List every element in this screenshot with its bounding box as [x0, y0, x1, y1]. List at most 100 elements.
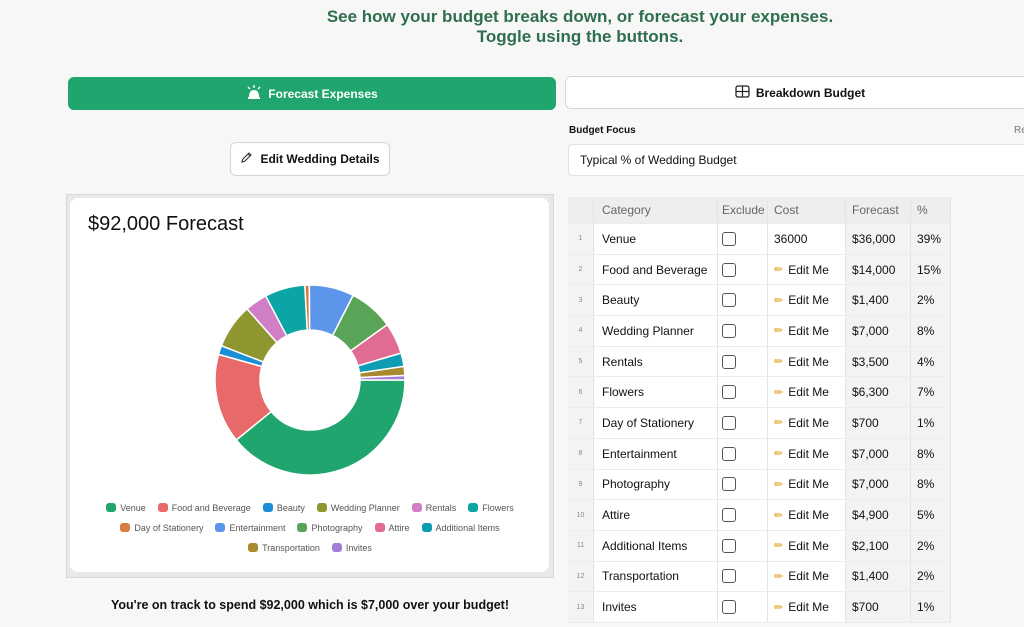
legend-item[interactable]: Entertainment: [215, 522, 285, 533]
legend-item[interactable]: Food and Beverage: [157, 502, 251, 513]
table-header-row: Category Exclude Cost Forecast %: [568, 197, 951, 224]
header-exclude: Exclude: [718, 197, 768, 223]
exclude-checkbox[interactable]: [722, 262, 736, 277]
exclude-checkbox[interactable]: [722, 508, 736, 523]
cost-cell[interactable]: ✏ Edit Me: [768, 285, 846, 316]
legend-swatch: [316, 503, 327, 512]
cost-cell[interactable]: ✏ Edit Me: [768, 530, 846, 561]
cost-cell[interactable]: ✏ Edit Me: [768, 254, 846, 285]
table-row: 3 Beauty ✏ Edit Me $1,400 2%: [568, 285, 951, 317]
row-index: 2: [568, 254, 594, 285]
cost-cell[interactable]: ✏ Edit Me: [768, 500, 846, 530]
cost-cell[interactable]: ✏ Edit Me: [768, 561, 846, 592]
row-index: 13: [568, 592, 594, 622]
category-cell: Additional Items: [594, 530, 718, 561]
legend-item[interactable]: Rentals: [411, 502, 456, 513]
legend-item[interactable]: Photography: [297, 522, 363, 533]
cost-cell[interactable]: ✏ Edit Me: [768, 408, 846, 438]
legend-item[interactable]: Attire: [374, 522, 410, 533]
percent-cell: 2%: [911, 530, 951, 561]
cost-cell[interactable]: ✏ Edit Me: [768, 438, 846, 469]
header-category: Category: [594, 197, 718, 223]
percent-cell: 1%: [911, 592, 951, 622]
budget-status-message: You're on track to spend $92,000 which i…: [110, 598, 509, 612]
exclude-checkbox[interactable]: [722, 385, 736, 400]
legend-swatch: [262, 503, 273, 512]
exclude-checkbox[interactable]: [722, 323, 736, 338]
pencil-icon: ✏: [774, 540, 784, 553]
budget-focus-value: Typical % of Wedding Budget: [580, 153, 737, 167]
exclude-checkbox[interactable]: [722, 415, 736, 430]
header-index: [568, 197, 594, 223]
forecast-expenses-label: Forecast Expenses: [268, 86, 378, 101]
forecast-card: $92,000 Forecast Venue Food and Beverage B…: [70, 198, 549, 572]
legend-item[interactable]: Beauty: [262, 502, 305, 513]
exclude-cell: [718, 530, 768, 561]
forecast-cell: $4,900: [846, 500, 911, 530]
category-cell: Venue: [594, 224, 718, 254]
legend-swatch: [248, 543, 259, 552]
row-index: 4: [568, 316, 594, 346]
legend-item[interactable]: Venue: [106, 502, 146, 513]
table-row: 6 Flowers ✏ Edit Me $6,300 7%: [568, 377, 951, 409]
cost-cell[interactable]: 36000: [768, 224, 846, 254]
legend-item[interactable]: Transportation: [248, 542, 320, 553]
row-index: 11: [568, 530, 594, 561]
budget-focus-select[interactable]: Typical % of Wedding Budget: [568, 144, 1024, 176]
legend-label: Food and Beverage: [171, 502, 251, 513]
percent-cell: 2%: [911, 561, 951, 592]
exclude-checkbox[interactable]: [722, 446, 736, 461]
forecast-cell: $7,000: [846, 316, 911, 346]
percent-cell: 39%: [911, 224, 951, 254]
forecast-cell: $7,000: [846, 469, 911, 500]
cost-cell[interactable]: ✏ Edit Me: [768, 377, 846, 408]
forecast-expenses-button[interactable]: Forecast Expenses: [68, 77, 556, 110]
table-row: 5 Rentals ✏ Edit Me $3,500 4%: [568, 346, 951, 378]
legend-item[interactable]: Additional Items: [421, 522, 500, 533]
exclude-cell: [718, 592, 768, 622]
row-index: 7: [568, 408, 594, 438]
percent-cell: 2%: [911, 285, 951, 316]
exclude-checkbox[interactable]: [722, 477, 736, 492]
exclude-checkbox[interactable]: [722, 231, 736, 246]
table-row: 7 Day of Stationery ✏ Edit Me $700 1%: [568, 408, 951, 439]
legend-item[interactable]: Invites: [331, 542, 372, 553]
pencil-icon: ✏: [774, 325, 784, 338]
legend-swatch: [215, 523, 226, 532]
cost-cell[interactable]: ✏ Edit Me: [768, 316, 846, 346]
exclude-cell: [718, 377, 768, 408]
legend-item[interactable]: Wedding Planner: [316, 502, 400, 513]
cost-cell[interactable]: ✏ Edit Me: [768, 592, 846, 622]
cost-cell[interactable]: ✏ Edit Me: [768, 346, 846, 377]
legend-label: Additional Items: [435, 522, 500, 533]
exclude-checkbox[interactable]: [722, 538, 736, 553]
table-row: 11 Additional Items ✏ Edit Me $2,100 2%: [568, 530, 951, 562]
forecast-cell: $6,300: [846, 377, 911, 408]
alarm-icon: [246, 85, 262, 102]
row-index: 1: [568, 224, 594, 254]
forecast-cell: $1,400: [846, 285, 911, 316]
exclude-checkbox[interactable]: [722, 600, 736, 615]
legend-swatch: [374, 523, 385, 532]
cost-value: Edit Me: [788, 600, 829, 615]
cost-value: Edit Me: [788, 385, 829, 400]
exclude-checkbox[interactable]: [722, 569, 736, 584]
table-row: 13 Invites ✏ Edit Me $700 1%: [568, 592, 951, 623]
exclude-cell: [718, 438, 768, 469]
exclude-cell: [718, 500, 768, 530]
pencil-icon: ✏: [774, 448, 784, 461]
forecast-cell: $700: [846, 408, 911, 438]
exclude-checkbox[interactable]: [722, 354, 736, 369]
legend-item[interactable]: Day of Stationery: [120, 522, 203, 533]
breakdown-budget-button[interactable]: Breakdown Budget: [565, 76, 1024, 109]
cost-cell[interactable]: ✏ Edit Me: [768, 469, 846, 500]
legend-item[interactable]: Flowers: [468, 502, 514, 513]
forecast-cell: $36,000: [846, 224, 911, 254]
legend-label: Photography: [311, 522, 363, 533]
pencil-icon: ✏: [774, 478, 784, 491]
donut-slice-invites[interactable]: [359, 374, 406, 381]
exclude-checkbox[interactable]: [722, 293, 736, 308]
budget-focus-right-label: Re: [1014, 125, 1024, 136]
donut-slice-venue[interactable]: [235, 379, 406, 476]
edit-wedding-details-button[interactable]: Edit Wedding Details: [230, 142, 390, 176]
